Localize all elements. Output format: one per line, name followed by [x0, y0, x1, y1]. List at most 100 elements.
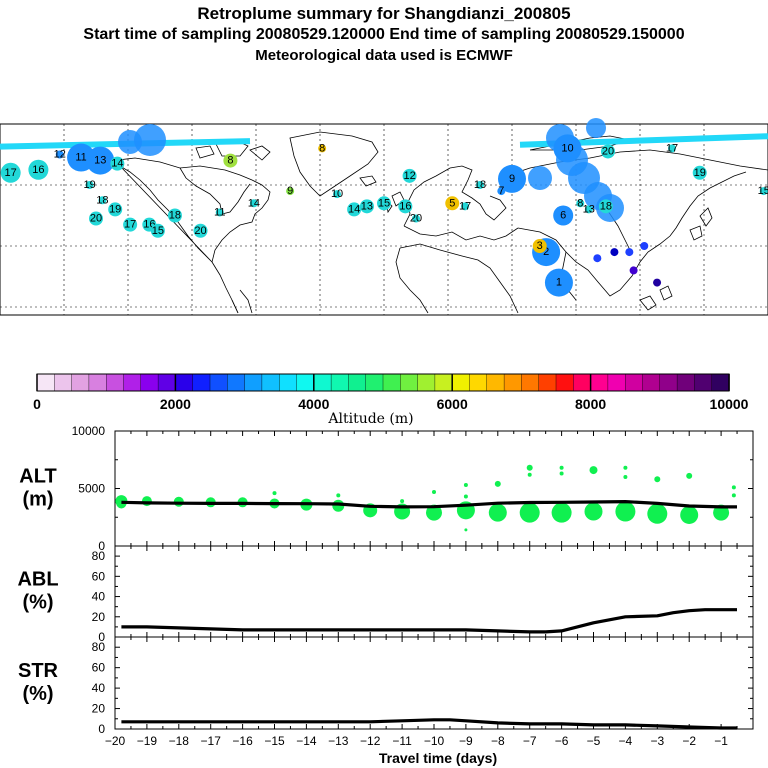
plume-marker-label: 11 [214, 206, 225, 218]
panel-abl: 80 60 40 20 0 ABL(%) [17, 545, 754, 644]
colorbar-cell [711, 373, 730, 392]
plume-blob [586, 118, 606, 138]
plume-marker [532, 239, 547, 253]
panel-frame [114, 545, 754, 638]
y-tick-label: 0 [98, 539, 105, 553]
colorbar-cell [227, 373, 246, 392]
altitude-dot [731, 493, 736, 498]
plume-marker-label: 6 [560, 210, 566, 222]
altitude-dot [432, 489, 436, 494]
colorbar-cell [88, 373, 107, 392]
series-line [121, 608, 737, 634]
x-tick-label: −5 [587, 734, 601, 748]
y-tick-label: 20 [92, 702, 106, 716]
colorbar-cell [244, 373, 263, 392]
plume-marker [576, 199, 585, 208]
plume-marker [110, 156, 125, 171]
plume-marker-label: 13 [361, 200, 373, 212]
colorbar-cell [157, 373, 177, 392]
plume-marker-label: 3 [537, 240, 543, 252]
altitude-colorbar: 0 2000 4000 6000 8000 10000 Altitude (m) [33, 373, 749, 427]
altitude-dot [426, 504, 442, 521]
altitude-dot [488, 503, 507, 522]
x-tick-label: −4 [619, 734, 633, 748]
plume-marker [359, 199, 374, 214]
plume-marker [377, 196, 391, 211]
plume-marker [28, 159, 49, 180]
plume-marker [398, 199, 413, 214]
colorbar-cell [434, 373, 453, 392]
plume-marker [167, 208, 182, 223]
colorbar-cell [607, 373, 626, 392]
plume-marker [584, 205, 593, 214]
plume-marker [601, 144, 615, 159]
altitude-dot [584, 502, 603, 521]
panel-label-top: ABL [17, 569, 58, 591]
plume-marker [89, 211, 103, 226]
x-tick-label: −15 [264, 734, 285, 748]
x-tick-label: −1 [714, 734, 728, 748]
colorbar-tick-label: 10000 [710, 396, 749, 412]
altitude-dot [272, 491, 277, 496]
y-tick-label: 10000 [72, 424, 106, 438]
map-gridlines [0, 124, 768, 315]
x-tick-label: −14 [296, 734, 317, 748]
plume-marker [625, 248, 634, 257]
plume-marker-label: 14 [248, 197, 260, 209]
plume-marker [640, 242, 649, 250]
altitude-dot [551, 502, 572, 523]
x-tick-label: −13 [328, 734, 349, 748]
colorbar-cell [676, 373, 696, 392]
colorbar-cell [469, 373, 488, 392]
y-tick-label: 40 [92, 590, 106, 604]
met-data-note: Meteorological data used is ECMWF [255, 47, 513, 64]
plume-marker [412, 214, 420, 223]
altitude-dot [400, 499, 405, 504]
x-tick-label: −8 [491, 734, 505, 748]
plume-marker [223, 153, 238, 168]
colorbar-cell [175, 373, 194, 392]
plume-marker [629, 266, 638, 275]
altitude-dot [615, 501, 636, 522]
plume-marker-label: 13 [583, 203, 595, 215]
plume-marker-label: 8 [227, 155, 233, 167]
plume-marker-label: 12 [403, 170, 415, 182]
x-tick-label: −12 [360, 734, 381, 748]
plume-blob [528, 166, 552, 190]
plume-marker [215, 208, 224, 217]
colorbar-cell [365, 373, 384, 392]
altitude-dot [589, 466, 598, 475]
plume-marker [759, 187, 768, 196]
x-tick-label: −20 [105, 734, 126, 748]
plume-marker-label: 17 [5, 167, 17, 179]
altitude-dot [527, 472, 532, 477]
plume-marker [98, 196, 107, 205]
plume-marker-label: 18 [474, 179, 486, 191]
colorbar-cell [382, 373, 401, 392]
colorbar-cell [538, 373, 557, 392]
colorbar-tick-label: 0 [33, 396, 41, 412]
altitude-dot [686, 472, 693, 479]
colorbar-cell [694, 373, 713, 392]
plume-marker-label: 14 [111, 158, 123, 170]
colorbar-label: Altitude (m) [327, 411, 413, 427]
altitude-dot [336, 493, 341, 498]
plume-marker [692, 165, 707, 180]
plume-marker [497, 187, 506, 196]
plume-marker-label: 12 [54, 149, 66, 161]
plume-marker-label: 19 [83, 179, 95, 191]
plume-marker [249, 199, 258, 208]
colorbar-cell [123, 373, 142, 392]
x-axis-label: Travel time (days) [379, 750, 497, 766]
plume-marker-label: 9 [509, 173, 515, 185]
plume-marker [668, 144, 676, 153]
altitude-dot [713, 504, 730, 521]
x-tick-label: −17 [201, 734, 222, 748]
panel-label-top: ALT [19, 466, 56, 488]
plume-marker [445, 196, 460, 211]
altitude-dot [494, 480, 501, 487]
y-tick-label: 60 [92, 569, 106, 583]
plume-marker-label: 11 [75, 152, 86, 164]
plume-marker [86, 146, 115, 175]
